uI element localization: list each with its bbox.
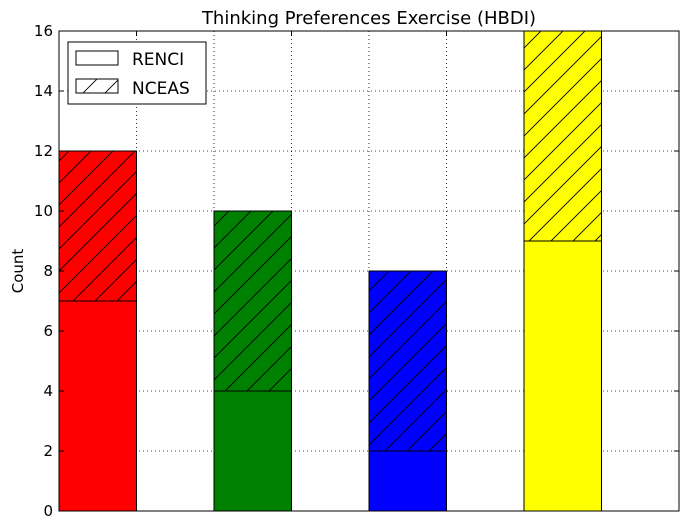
- y-tick-label-4: 8: [43, 262, 53, 280]
- legend: RENCI NCEAS: [67, 41, 207, 105]
- plot-frame: [58, 30, 680, 512]
- y-tick-labels: 0 2 4 6 8 10 12 14 16: [34, 22, 679, 520]
- bar-renci-1: [213, 390, 292, 512]
- bar-hatch-nceas-1: [213, 210, 292, 392]
- bar-hatch-nceas-2: [368, 270, 447, 452]
- bar-hatch-nceas-0: [58, 150, 137, 302]
- y-tick-label-8: 16: [34, 22, 53, 40]
- legend-label-nceas: NCEAS: [132, 79, 190, 99]
- bars: [58, 30, 602, 512]
- y-tick-label-2: 4: [43, 382, 53, 400]
- legend-label-renci: RENCI: [132, 50, 184, 70]
- legend-swatch-renci: [75, 50, 119, 66]
- chart-title: Thinking Preferences Exercise (HBDI): [201, 8, 536, 29]
- y-axis-label: Count: [9, 249, 27, 294]
- bar-renci-0: [58, 300, 137, 512]
- legend-swatch-nceas: [75, 78, 119, 94]
- y-tick-label-1: 2: [43, 442, 53, 460]
- bar-renci-2: [368, 450, 447, 512]
- y-tick-label-5: 10: [34, 202, 53, 220]
- y-tick-label-6: 12: [34, 142, 53, 160]
- y-tick-label-3: 6: [43, 322, 53, 340]
- y-tick-label-0: 0: [43, 502, 53, 520]
- bar-hatch-nceas-3: [523, 30, 602, 242]
- bar-renci-3: [523, 240, 602, 512]
- y-tick-label-7: 14: [34, 82, 53, 100]
